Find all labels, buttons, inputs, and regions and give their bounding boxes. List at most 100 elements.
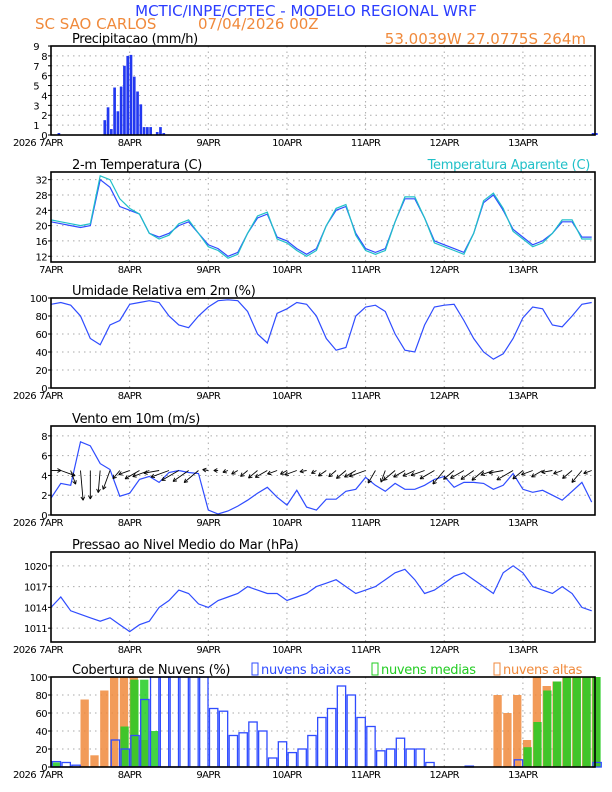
cloud-bar-nuvens-medias <box>130 679 139 767</box>
x-tick-label: 11APR <box>351 391 381 402</box>
wind-arrow-head <box>118 471 123 476</box>
wind-arrow-head <box>383 476 388 481</box>
wind-arrow-head <box>318 472 323 477</box>
legend-swatch <box>371 662 379 676</box>
x-tick-label: 10APR <box>272 645 302 656</box>
y-tick-label: 1014 <box>24 603 47 614</box>
wind-arrow <box>97 470 101 493</box>
y-tick-label: 12 <box>35 252 47 263</box>
cloud-bar-nuvens-medias <box>533 722 542 767</box>
wind-arrow-head <box>240 472 245 477</box>
cloud-bar-nuvens-baixas <box>218 710 229 768</box>
wind-arrow-head <box>402 472 407 477</box>
cloud-bar-nuvens-baixas <box>405 748 416 768</box>
cloud-bar-nuvens-baixas <box>592 761 602 768</box>
rh-line <box>50 299 592 360</box>
wind-arrow-head <box>450 474 455 479</box>
wind-arrow-head <box>344 473 349 478</box>
wind-arrow-head <box>410 472 415 477</box>
wind-arrow <box>284 470 297 476</box>
x-tick-label: 8APR <box>118 265 142 276</box>
wind-arrow-head <box>112 474 117 480</box>
wind-arrow <box>496 470 514 481</box>
wind-arrow-head <box>254 473 260 478</box>
x-tick-label: 7APR <box>39 138 63 149</box>
wind-arrow <box>299 470 307 473</box>
precip-bar <box>155 132 159 135</box>
cloud-bar-nuvens-altas <box>493 695 502 767</box>
wind-arrow-head <box>541 469 546 475</box>
precip-bar <box>595 133 598 135</box>
precip-bar <box>103 120 107 135</box>
cloud-bar-nuvens-baixas <box>366 725 376 768</box>
wind-arrow <box>183 470 199 483</box>
wind-arrow <box>80 470 84 501</box>
wind-arrow-head <box>432 480 437 485</box>
wind-arrow <box>336 470 347 479</box>
x-tick-label: 8APR <box>118 518 142 529</box>
wind-arrow-head <box>267 470 272 476</box>
wind-arrow <box>318 470 327 477</box>
x-tick-label: 13APR <box>508 391 538 402</box>
y-tick-label: 4 <box>41 91 47 102</box>
cloud-title: Cobertura de Nuvens (%) <box>72 663 230 678</box>
wind-frame <box>50 425 596 516</box>
x-tick-label: 11APR <box>351 265 381 276</box>
x-tick-label: 12APR <box>429 645 459 656</box>
wind-arrow <box>402 470 415 477</box>
y-tick-label: 6 <box>41 72 47 83</box>
panel-rh: Umidade Relativa em 2m (%) 0 20 40 60 80 100 7A… <box>13 284 596 402</box>
cloud-bar-nuvens-baixas <box>267 757 278 768</box>
cloud-bar-nuvens-medias <box>592 677 601 767</box>
wind-arrow-head <box>521 471 526 476</box>
legend-swatch <box>251 662 259 676</box>
x-tick-label: 8APR <box>118 391 142 402</box>
wind-arrow-head <box>172 477 178 482</box>
main-title: MCTIC/INPE/CPTEC - MODELO REGIONAL WRF <box>135 2 477 20</box>
cloud-bar-nuvens-altas <box>80 699 89 767</box>
cloud-bar-nuvens-baixas <box>415 748 425 768</box>
wind-arrow <box>562 470 573 479</box>
y-tick-label: 60 <box>35 330 47 341</box>
x-year-label: 2026 <box>13 645 36 656</box>
wind-arrow <box>583 470 592 474</box>
wind-arrow <box>380 470 386 483</box>
run-time: 07/04/2026 00Z <box>198 15 319 33</box>
wind-arrow <box>443 470 455 480</box>
wind-arrow <box>393 470 406 478</box>
wind-arrow <box>143 470 160 474</box>
x-tick-label: 11APR <box>351 770 381 781</box>
x-tick-label: 12APR <box>429 265 459 276</box>
precip-bar <box>149 127 152 135</box>
wind-arrow-head <box>96 488 101 493</box>
wind-arrow <box>471 470 484 481</box>
cloud-bar-nuvens-medias <box>552 681 562 767</box>
cloud-bar-nuvens-altas <box>90 755 99 767</box>
y-tick-label: 100 <box>30 294 48 305</box>
cloud-bar-nuvens-baixas <box>287 751 298 768</box>
x-tick-label: 10APR <box>272 391 302 402</box>
cloud-bar-nuvens-altas <box>109 677 119 767</box>
y-tick-label: 2 <box>41 111 47 122</box>
cloud-bar-nuvens-baixas <box>316 716 327 768</box>
wind-arrow-head <box>571 478 576 483</box>
wind-arrow-head <box>367 479 372 484</box>
wind-arrow-head <box>480 471 486 477</box>
cloud-bar-nuvens-baixas <box>169 676 180 768</box>
pres-title: Pressao ao Nivel Medio do Mar (hPa) <box>72 538 298 553</box>
x-tick-label: 9APR <box>196 391 220 402</box>
y-tick-label: 1 <box>33 121 39 132</box>
legend-swatch <box>493 662 501 676</box>
x-tick-label: 11APR <box>351 645 381 656</box>
legend-nuvens-baixas: nuvens baixas <box>261 663 351 678</box>
x-tick-label: 9APR <box>196 770 220 781</box>
wind-arrow-head <box>284 471 289 476</box>
station-location: 53.0039W 27.0775S 264m <box>385 30 586 48</box>
wind-arrow <box>521 470 533 476</box>
wind-arrow-head <box>328 472 333 478</box>
cloud-bar-nuvens-medias <box>51 762 60 767</box>
precip-bar <box>146 127 149 135</box>
wind-arrow-head <box>496 476 501 481</box>
wind-arrow <box>172 470 189 482</box>
